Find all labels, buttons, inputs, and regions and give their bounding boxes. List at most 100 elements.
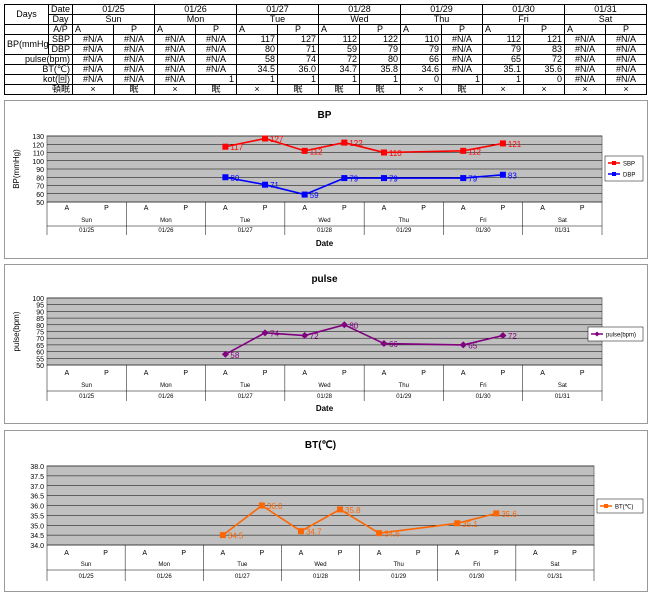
dbp-label-cell[interactable]: DBP [48, 44, 73, 55]
bt-cell[interactable]: #N/A [605, 64, 647, 75]
ap-cell[interactable]: A [236, 24, 278, 35]
date-cell[interactable]: 01/30 [482, 4, 565, 15]
dbp-cell[interactable]: #N/A [154, 44, 196, 55]
sbp-label-cell[interactable]: SBP [48, 34, 73, 45]
pulse-cell[interactable]: #N/A [113, 54, 155, 65]
pulse-cell[interactable]: #N/A [564, 54, 606, 65]
kot-cell[interactable]: 1 [318, 74, 360, 85]
dbp-cell[interactable]: #N/A [441, 44, 483, 55]
bt-cell[interactable]: 35.8 [359, 64, 401, 75]
kot-cell[interactable]: 0 [523, 74, 565, 85]
pulse-cell[interactable]: #N/A [72, 54, 114, 65]
sbp-cell[interactable]: 122 [359, 34, 401, 45]
sbp-cell[interactable]: #N/A [154, 34, 196, 45]
sleep-cell[interactable]: 眠 [359, 84, 401, 95]
day-cell[interactable]: Sat [564, 14, 647, 25]
ap-cell[interactable]: P [277, 24, 319, 35]
day-cell[interactable]: Sun [72, 14, 155, 25]
ap-cell[interactable]: A [400, 24, 442, 35]
bt-cell[interactable]: #N/A [564, 64, 606, 75]
ap-cell[interactable]: P [523, 24, 565, 35]
pulse-cell[interactable]: #N/A [195, 54, 237, 65]
bt-cell[interactable]: 35.1 [482, 64, 524, 75]
sleep-label-cell[interactable]: 頓眠 [4, 84, 73, 95]
sbp-cell[interactable]: #N/A [605, 34, 647, 45]
date-cell[interactable]: 01/26 [154, 4, 237, 15]
day-cell[interactable]: Wed [318, 14, 401, 25]
dbp-cell[interactable]: #N/A [113, 44, 155, 55]
pulse-cell[interactable]: 80 [359, 54, 401, 65]
bt-cell[interactable]: #N/A [195, 64, 237, 75]
dbp-cell[interactable]: 79 [482, 44, 524, 55]
date-cell[interactable]: 01/27 [236, 4, 319, 15]
pulse-cell[interactable]: #N/A [441, 54, 483, 65]
pulse-cell[interactable]: #N/A [154, 54, 196, 65]
pulse-cell[interactable]: 72 [318, 54, 360, 65]
day-cell[interactable]: Fri [482, 14, 565, 25]
pulse-cell[interactable]: 66 [400, 54, 442, 65]
dbp-cell[interactable]: #N/A [605, 44, 647, 55]
pulse-cell[interactable]: #N/A [605, 54, 647, 65]
pulse-cell[interactable]: 58 [236, 54, 278, 65]
kot-cell[interactable]: 1 [236, 74, 278, 85]
sleep-cell[interactable]: × [605, 84, 647, 95]
sbp-cell[interactable]: #N/A [195, 34, 237, 45]
sleep-cell[interactable]: × [482, 84, 524, 95]
dbp-cell[interactable]: 79 [400, 44, 442, 55]
blank-cell[interactable] [4, 24, 49, 35]
dbp-cell[interactable]: 83 [523, 44, 565, 55]
bt-cell[interactable]: 34.5 [236, 64, 278, 75]
kot-cell[interactable]: #N/A [113, 74, 155, 85]
dbp-cell[interactable]: 59 [318, 44, 360, 55]
pulse-cell[interactable]: 74 [277, 54, 319, 65]
sleep-cell[interactable]: × [523, 84, 565, 95]
ap-label-cell[interactable]: A/P [48, 24, 73, 35]
ap-cell[interactable]: P [359, 24, 401, 35]
sleep-cell[interactable]: × [72, 84, 114, 95]
day-label-cell[interactable]: Day [48, 14, 73, 25]
bp-label-cell[interactable]: BP(mmHg) [4, 34, 49, 55]
day-cell[interactable]: Mon [154, 14, 237, 25]
ap-cell[interactable]: A [482, 24, 524, 35]
kot-cell[interactable]: 1 [441, 74, 483, 85]
kot-cell[interactable]: #N/A [605, 74, 647, 85]
sbp-cell[interactable]: 127 [277, 34, 319, 45]
bt-cell[interactable]: #N/A [113, 64, 155, 75]
sleep-cell[interactable]: × [400, 84, 442, 95]
dbp-cell[interactable]: #N/A [564, 44, 606, 55]
ap-cell[interactable]: P [605, 24, 647, 35]
day-cell[interactable]: Thu [400, 14, 483, 25]
kot-cell[interactable]: #N/A [72, 74, 114, 85]
sleep-cell[interactable]: 眠 [277, 84, 319, 95]
kot-cell[interactable]: 1 [482, 74, 524, 85]
ap-cell[interactable]: A [318, 24, 360, 35]
sbp-cell[interactable]: 110 [400, 34, 442, 45]
kot-cell[interactable]: #N/A [154, 74, 196, 85]
kot-cell[interactable]: 1 [195, 74, 237, 85]
sleep-cell[interactable]: 眠 [441, 84, 483, 95]
bt-cell[interactable]: #N/A [154, 64, 196, 75]
sleep-cell[interactable]: × [236, 84, 278, 95]
pulse-cell[interactable]: 72 [523, 54, 565, 65]
sbp-cell[interactable]: #N/A [113, 34, 155, 45]
kot-cell[interactable]: 1 [359, 74, 401, 85]
ap-cell[interactable]: A [72, 24, 114, 35]
pulse-label-cell[interactable]: pulse(bpm) [4, 54, 73, 65]
bt-cell[interactable]: 36.0 [277, 64, 319, 75]
bt-cell[interactable]: 34.7 [318, 64, 360, 75]
date-label-cell[interactable]: Date [48, 4, 73, 15]
ap-cell[interactable]: P [195, 24, 237, 35]
sleep-cell[interactable]: 眠 [113, 84, 155, 95]
dbp-cell[interactable]: 71 [277, 44, 319, 55]
sbp-cell[interactable]: 112 [318, 34, 360, 45]
dbp-cell[interactable]: 79 [359, 44, 401, 55]
ap-cell[interactable]: P [441, 24, 483, 35]
dbp-cell[interactable]: #N/A [72, 44, 114, 55]
sbp-cell[interactable]: 112 [482, 34, 524, 45]
sbp-cell[interactable]: #N/A [564, 34, 606, 45]
dbp-cell[interactable]: 80 [236, 44, 278, 55]
ap-cell[interactable]: P [113, 24, 155, 35]
date-cell[interactable]: 01/31 [564, 4, 647, 15]
dbp-cell[interactable]: #N/A [195, 44, 237, 55]
pulse-cell[interactable]: 65 [482, 54, 524, 65]
